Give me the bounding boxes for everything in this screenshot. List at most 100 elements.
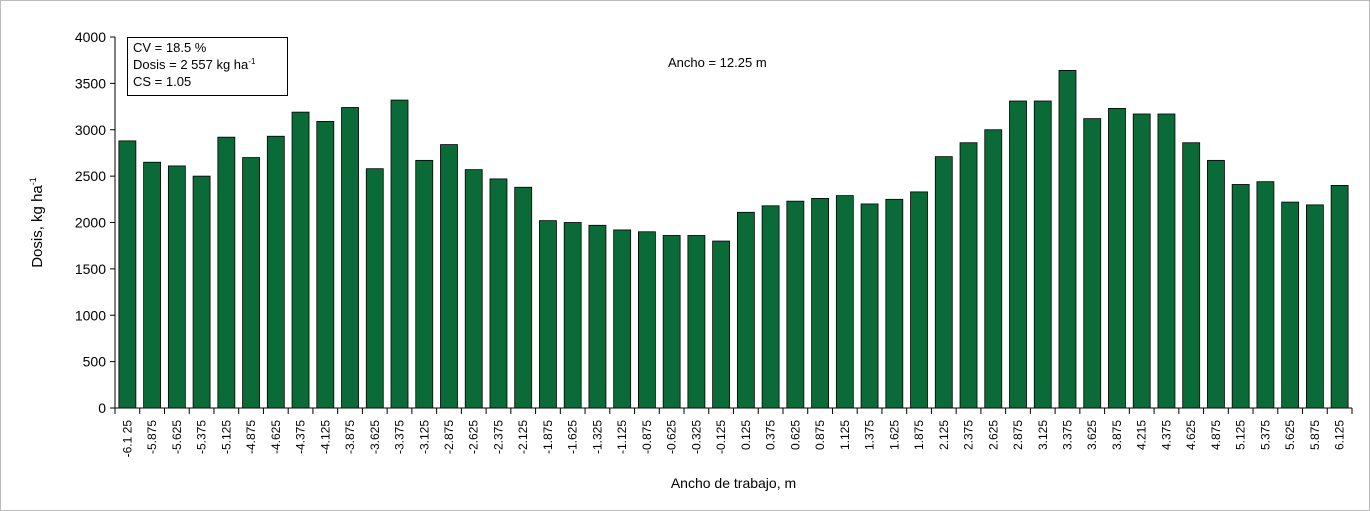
bar	[415, 159, 434, 409]
x-tick-label: 0.125	[739, 420, 753, 450]
x-tick-label: -0.325	[689, 420, 703, 454]
bar	[1207, 159, 1225, 409]
bar	[316, 121, 335, 409]
x-tick-label: -5.625	[170, 420, 184, 454]
x-tick-label: -3.875	[343, 420, 357, 454]
bar	[1231, 184, 1250, 409]
x-tick-label: 2.375	[962, 420, 976, 450]
x-tick-label: -0.125	[714, 420, 728, 454]
x-tick-label: 2.125	[937, 420, 951, 450]
bar	[489, 178, 508, 409]
bar	[464, 169, 483, 409]
bar	[687, 235, 706, 409]
x-tick-label: -5.125	[219, 420, 233, 454]
stats-text: CS = 1.05	[133, 74, 191, 89]
x-tick-label: -1.325	[590, 420, 604, 454]
bar	[192, 175, 211, 409]
bar	[613, 229, 632, 409]
bar	[1083, 118, 1102, 409]
annotation: Ancho = 12.25 m	[668, 55, 767, 70]
x-tick-label: 5.875	[1308, 420, 1322, 450]
y-tick-label: 1000	[75, 307, 106, 323]
x-tick-label: 0.625	[788, 420, 802, 450]
x-tick-label: 0.875	[813, 420, 827, 450]
bar	[118, 140, 137, 409]
bar	[1108, 108, 1126, 409]
x-tick-label: 4.875	[1209, 420, 1223, 450]
bar	[885, 198, 904, 409]
bar	[712, 240, 731, 409]
y-tick-label: 2000	[75, 215, 106, 231]
stats-box	[127, 37, 288, 96]
x-tick-label: 2.875	[1011, 420, 1025, 450]
stats-line: Dosis = 2 557 kg ha-1	[133, 57, 256, 72]
y-tick-label: 3500	[75, 75, 106, 91]
stats-sup: -1	[248, 57, 256, 66]
bar	[341, 107, 359, 409]
bar	[1305, 204, 1324, 409]
bar	[934, 156, 953, 409]
x-tick-label: -3.625	[368, 420, 382, 454]
x-tick-label: 0.375	[764, 420, 778, 450]
bar	[390, 99, 409, 409]
bar	[563, 222, 582, 409]
bar	[167, 165, 186, 409]
bar	[440, 144, 458, 409]
y-tick-label: 1500	[75, 261, 106, 277]
x-tick-label: -2.875	[442, 420, 456, 454]
bar	[761, 205, 780, 409]
y-tick-label: 4000	[75, 29, 106, 45]
x-tick-label: -4.875	[244, 420, 258, 454]
bar	[514, 186, 533, 409]
x-tick-label: 1.625	[887, 420, 901, 450]
bar	[1330, 184, 1349, 409]
x-tick-label: 5.375	[1258, 420, 1272, 450]
x-axis-label: Ancho de trabajo, m	[671, 475, 796, 491]
x-tick-label: 5.125	[1234, 420, 1248, 450]
bar	[786, 200, 805, 409]
bar	[143, 161, 162, 409]
y-axis-label-text: Dosis, kg ha	[29, 185, 46, 268]
x-tick-label: 1.125	[838, 420, 852, 450]
x-tick-label: -1.625	[566, 420, 580, 454]
bar	[835, 195, 854, 409]
bar	[588, 224, 607, 409]
x-tick-label: -5.375	[195, 420, 209, 454]
bar	[736, 211, 755, 409]
x-tick-label: 5.625	[1283, 420, 1297, 450]
x-tick-label: -1.125	[615, 420, 629, 454]
bar	[1256, 181, 1275, 409]
bar	[539, 220, 557, 409]
x-tick-label: 3.375	[1060, 420, 1074, 450]
bar	[959, 142, 978, 409]
bar	[365, 168, 384, 409]
bar	[242, 157, 260, 409]
y-tick-label: 0	[98, 400, 106, 416]
x-tick-label: 1.875	[912, 420, 926, 450]
x-tick-label: 4.215	[1135, 420, 1149, 450]
bar	[1033, 100, 1052, 409]
x-tick-label: 4.625	[1184, 420, 1198, 450]
y-axis-label: Dosis, kg ha-1	[28, 177, 46, 268]
bar	[984, 129, 1003, 409]
bar	[1157, 113, 1176, 409]
bar	[1009, 100, 1027, 409]
bar	[1058, 69, 1077, 409]
x-tick-label: -4.625	[269, 420, 283, 454]
stats-text: CV = 18.5 %	[133, 40, 207, 55]
bar	[638, 231, 656, 409]
bar	[860, 203, 879, 409]
bar	[1182, 142, 1201, 409]
x-tick-label: -3.375	[393, 420, 407, 454]
x-tick-label: -5.875	[145, 420, 159, 454]
bar	[217, 136, 236, 409]
x-tick-label: 6.125	[1333, 420, 1347, 450]
x-tick-label: -2.125	[516, 420, 530, 454]
x-tick-label: -6.1 25	[120, 420, 134, 458]
x-tick-label: 1.375	[863, 420, 877, 450]
y-tick-label: 3000	[75, 122, 106, 138]
y-tick-label: 2500	[75, 168, 106, 184]
x-tick-label: -4.375	[294, 420, 308, 454]
x-tick-label: -4.125	[318, 420, 332, 454]
